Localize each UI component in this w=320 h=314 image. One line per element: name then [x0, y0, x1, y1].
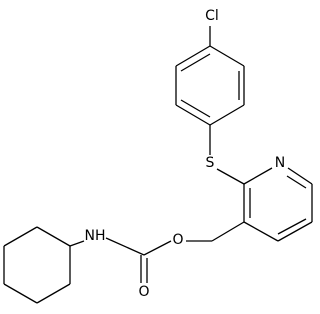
atom-label: O: [138, 284, 149, 300]
atom-label: N: [275, 155, 285, 171]
atom-label: NH: [85, 228, 106, 244]
atom-label: Cl: [205, 8, 219, 24]
atom-label: O: [172, 232, 183, 248]
atom-label: S: [206, 155, 215, 171]
bonds: [3, 26, 313, 304]
